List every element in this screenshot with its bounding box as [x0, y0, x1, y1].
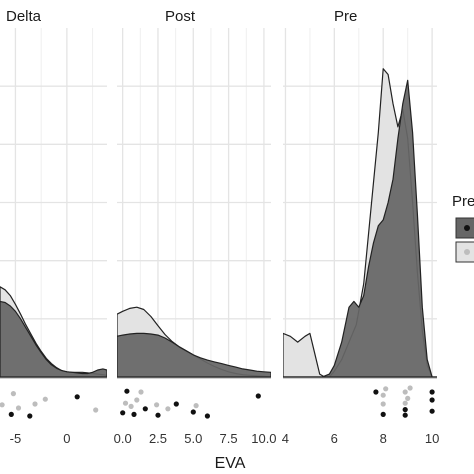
- rug-point-pre-5: [402, 412, 408, 418]
- rug-point-delta-6: [42, 396, 48, 402]
- rug-point-pre-11: [429, 408, 435, 414]
- rug-point-post-2: [124, 388, 130, 394]
- panels: -5 0 0.0 2.5 5.0 7.5 10.0 4 6 8 10: [0, 28, 439, 446]
- rug-point-delta-5: [32, 401, 38, 407]
- rug-point-post-13: [193, 403, 199, 409]
- rug-point-pre-7: [402, 400, 408, 406]
- rug-point-post-4: [131, 411, 137, 417]
- tick-label-pre-1: 6: [331, 431, 338, 446]
- panel-delta: -5 0: [0, 28, 107, 446]
- rug-point-pre-10: [407, 385, 413, 391]
- tick-label-pre-2: 8: [380, 431, 387, 446]
- rug-point-pre-4: [383, 386, 389, 392]
- rug-point-delta-3: [15, 405, 22, 411]
- tick-label-pre-0: 4: [282, 431, 289, 446]
- strip-label-delta: Delta: [6, 8, 42, 25]
- panel-pre: 4 6 8 10: [282, 28, 439, 446]
- tick-label-delta-0: -5: [10, 431, 22, 446]
- rug-point-post-0: [120, 410, 126, 416]
- density-area-delta-dark: [0, 300, 107, 378]
- legend-key-dark-point: [464, 225, 470, 231]
- x-axis-title: EVA: [215, 455, 246, 472]
- rug-point-pre-9: [402, 389, 408, 395]
- rug-point-pre-13: [429, 389, 435, 395]
- tick-label-post-2: 5.0: [184, 431, 202, 446]
- rug-point-pre-8: [405, 395, 411, 401]
- rug-point-delta-0: [0, 402, 5, 408]
- strip-label-pre: Pre: [334, 8, 357, 25]
- rug-point-pre-3: [380, 392, 386, 398]
- rug-point-post-12: [190, 409, 196, 415]
- rug-point-delta-4: [27, 413, 33, 419]
- tick-label-delta-1: 0: [63, 431, 70, 446]
- rug-point-delta-1: [8, 411, 14, 417]
- rug-point-pre-12: [429, 397, 435, 403]
- rug-point-post-6: [138, 389, 144, 395]
- rug-point-post-9: [155, 412, 161, 418]
- legend-title: Pre: [452, 193, 474, 210]
- legend: Pre: [452, 193, 474, 263]
- panel-post: 0.0 2.5 5.0 7.5 10.0: [114, 28, 277, 446]
- rug-point-post-7: [142, 406, 148, 412]
- tick-label-post-1: 2.5: [149, 431, 167, 446]
- rug-point-pre-2: [380, 401, 386, 407]
- rug-point-post-15: [255, 393, 261, 399]
- strip-label-post: Post: [165, 8, 196, 25]
- rug-point-post-14: [204, 413, 210, 419]
- rug-point-delta-7: [74, 394, 80, 400]
- tick-label-pre-3: 10: [425, 431, 439, 446]
- density-areas-post: [117, 306, 271, 378]
- rug-point-delta-8: [93, 407, 99, 413]
- rug-point-post-3: [128, 403, 134, 409]
- rug-point-post-5: [134, 397, 140, 403]
- tick-label-post-3: 7.5: [220, 431, 238, 446]
- rug-point-pre-6: [402, 407, 408, 413]
- rug-point-post-1: [122, 400, 129, 406]
- tick-label-post-0: 0.0: [114, 431, 132, 446]
- rug-point-pre-1: [380, 411, 386, 417]
- legend-key-light-point: [464, 249, 470, 255]
- density-areas-pre: [283, 68, 437, 378]
- density-area-pre-dark: [283, 79, 437, 378]
- rug-point-post-10: [165, 406, 171, 412]
- rug-point-post-11: [173, 401, 179, 407]
- tick-label-post-4: 10.0: [251, 431, 276, 446]
- rug-point-pre-0: [373, 389, 379, 395]
- density-areas-delta: [0, 286, 107, 378]
- density-area-post-dark: [117, 332, 271, 378]
- rug-point-post-8: [154, 402, 160, 408]
- rug-point-delta-2: [10, 391, 16, 397]
